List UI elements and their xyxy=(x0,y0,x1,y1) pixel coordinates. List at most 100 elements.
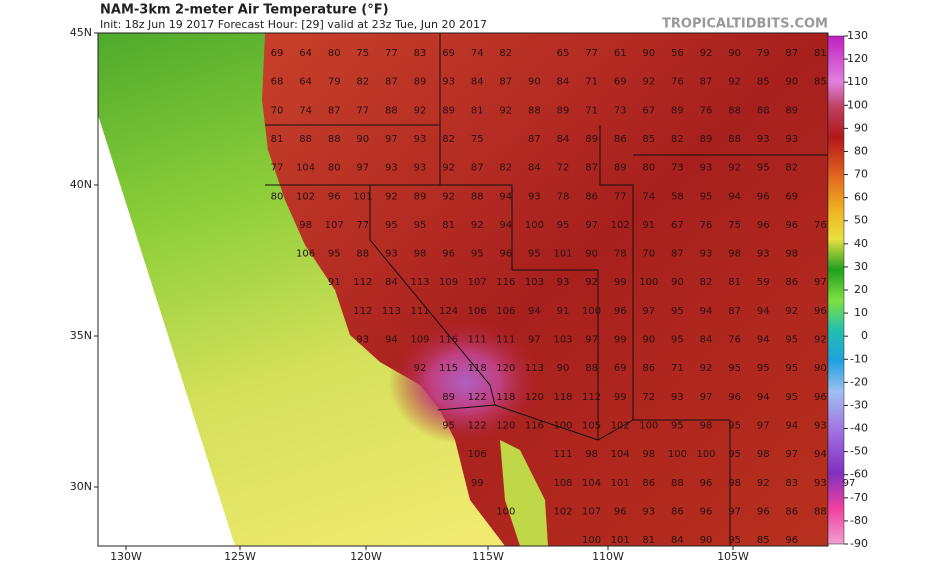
temperature-label: 109 xyxy=(410,335,429,346)
temperature-label: 80 xyxy=(642,163,655,174)
temperature-label: 88 xyxy=(471,191,484,202)
temperature-label: 97 xyxy=(642,306,655,317)
temperature-label: 89 xyxy=(585,134,598,145)
temperature-label: 112 xyxy=(582,392,601,403)
temperature-label: 107 xyxy=(582,506,601,517)
temperature-label: 64 xyxy=(299,48,312,59)
temperature-label: 102 xyxy=(611,220,630,231)
temperature-label: 95 xyxy=(728,363,741,374)
longitude-label: 130W xyxy=(110,550,142,563)
temperature-label: 86 xyxy=(642,363,655,374)
temperature-label: 112 xyxy=(353,277,372,288)
colorbar-label: 20 xyxy=(854,283,868,296)
temperature-label: 113 xyxy=(382,306,401,317)
temperature-label: 96 xyxy=(785,535,798,546)
temperature-label: 96 xyxy=(814,392,827,403)
temperature-label: 100 xyxy=(582,535,601,546)
temperature-label: 81 xyxy=(271,134,284,145)
temperature-label: 96 xyxy=(614,506,627,517)
temperature-label: 95 xyxy=(671,335,684,346)
temperature-label: 77 xyxy=(271,163,284,174)
temperature-label: 82 xyxy=(499,48,512,59)
colorbar-label: -50 xyxy=(850,445,868,458)
temperature-label: 95 xyxy=(785,335,798,346)
temperature-label: 61 xyxy=(614,48,627,59)
temperature-label: 109 xyxy=(439,277,458,288)
temperature-label: 96 xyxy=(814,306,827,317)
colorbar-label: 10 xyxy=(854,306,868,319)
temperature-label: 118 xyxy=(496,392,515,403)
colorbar-label: -80 xyxy=(850,514,868,527)
temperature-label: 91 xyxy=(642,220,655,231)
temperature-label: 94 xyxy=(528,306,541,317)
temperature-label: 100 xyxy=(639,277,658,288)
temperature-label: 87 xyxy=(585,163,598,174)
temperature-label: 111 xyxy=(553,449,572,460)
temperature-label: 77 xyxy=(585,48,598,59)
temperature-label: 101 xyxy=(611,535,630,546)
temperature-label: 93 xyxy=(414,163,427,174)
temperature-label: 77 xyxy=(356,105,369,116)
temperature-label: 93 xyxy=(528,191,541,202)
temperature-label: 90 xyxy=(814,363,827,374)
watermark: TROPICALTIDBITS.COM xyxy=(662,17,828,32)
temperature-label: 118 xyxy=(553,392,572,403)
temperature-label: 97 xyxy=(356,163,369,174)
temperature-label: 96 xyxy=(757,506,770,517)
temperature-label: 64 xyxy=(299,77,312,88)
temperature-label: 86 xyxy=(642,478,655,489)
temperature-label: 90 xyxy=(557,363,570,374)
temperature-label: 85 xyxy=(814,77,827,88)
temperature-label: 81 xyxy=(471,105,484,116)
temperature-label: 98 xyxy=(785,249,798,260)
temperature-label: 105 xyxy=(582,420,601,431)
temperature-label: 96 xyxy=(328,191,341,202)
labels: 69 64 80 75 77 83 69 74 82 65 77 61 90 56 92 90 79 87 81 68… xyxy=(70,26,868,563)
temperature-label: 97 xyxy=(728,506,741,517)
temperature-label: 71 xyxy=(585,105,598,116)
title: NAM-3km 2-meter Air Temperature (°F) xyxy=(100,3,389,18)
temperature-label: 74 xyxy=(471,48,484,59)
temperature-label: 98 xyxy=(299,220,312,231)
longitude-label: 110W xyxy=(592,550,624,563)
temperature-label: 93 xyxy=(757,134,770,145)
temperature-label: 97 xyxy=(585,220,598,231)
temperature-label: 92 xyxy=(785,306,798,317)
temperature-label: 80 xyxy=(328,163,341,174)
temperature-label: 93 xyxy=(785,134,798,145)
colorbar-label: -30 xyxy=(850,398,868,411)
temperature-label: 73 xyxy=(671,163,684,174)
temperature-label: 95 xyxy=(414,220,427,231)
temperature-label: 95 xyxy=(442,420,455,431)
temperature-label: 82 xyxy=(785,163,798,174)
temperature-label: 116 xyxy=(439,335,458,346)
temperature-label: 95 xyxy=(757,163,770,174)
colorbar-label: 60 xyxy=(854,191,868,204)
temperature-label: 94 xyxy=(700,306,713,317)
temperature-label: 75 xyxy=(356,48,369,59)
colorbar-label: 0 xyxy=(861,329,868,342)
temperature-label: 120 xyxy=(496,420,515,431)
temperature-label: 95 xyxy=(785,363,798,374)
temperature-label: 92 xyxy=(442,163,455,174)
temperature-label: 88 xyxy=(585,363,598,374)
temperature-label: 90 xyxy=(528,77,541,88)
temperature-label: 84 xyxy=(385,277,398,288)
temperature-label: 69 xyxy=(785,191,798,202)
temperature-label: 107 xyxy=(325,220,344,231)
temperature-label: 94 xyxy=(385,335,398,346)
temperature-label: 89 xyxy=(700,134,713,145)
temperature-label: 95 xyxy=(557,220,570,231)
colorbar-label: 90 xyxy=(854,121,868,134)
temperature-label: 82 xyxy=(442,134,455,145)
temperature-label: 120 xyxy=(496,363,515,374)
temperature-label: 86 xyxy=(671,506,684,517)
temperature-label: 83 xyxy=(414,48,427,59)
temperature-label: 95 xyxy=(471,249,484,260)
temperature-label: 113 xyxy=(525,363,544,374)
temperature-label: 88 xyxy=(814,506,827,517)
temperature-label: 87 xyxy=(671,249,684,260)
temperature-label: 90 xyxy=(700,535,713,546)
temperature-label: 98 xyxy=(757,449,770,460)
